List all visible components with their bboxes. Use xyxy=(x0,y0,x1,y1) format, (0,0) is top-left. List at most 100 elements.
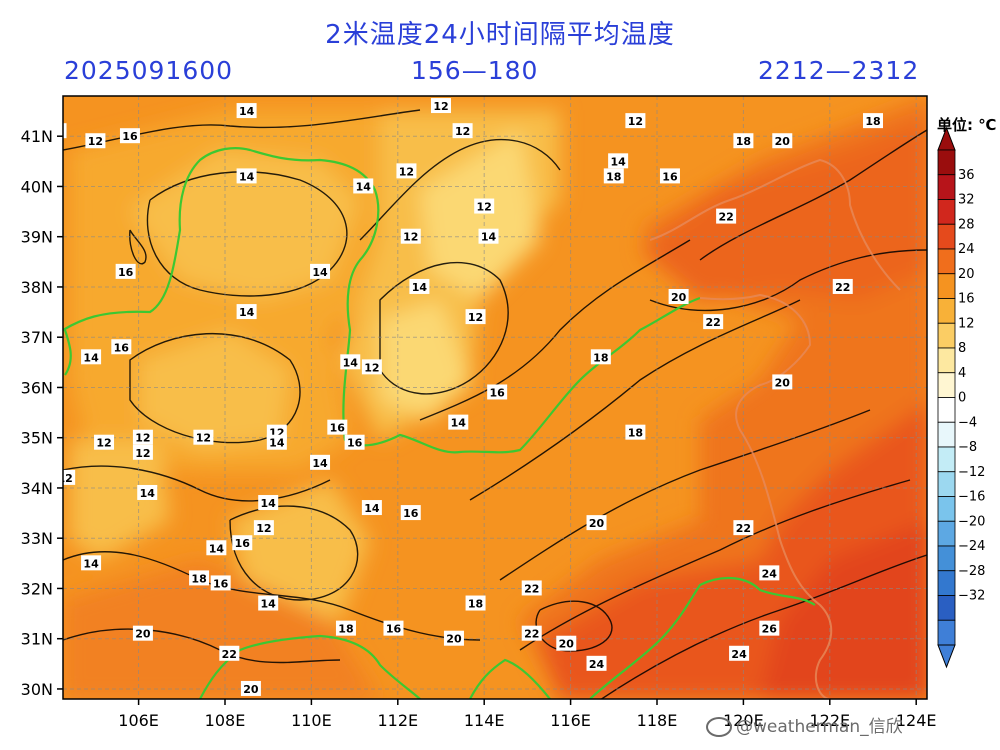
contour-label: 14 xyxy=(239,105,255,118)
lon-tick-label: 112E xyxy=(377,711,418,730)
contour-label-box xyxy=(521,580,542,596)
contour-label-box xyxy=(863,113,883,129)
contour-label: 12 xyxy=(468,311,483,324)
colorbar-label: 4 xyxy=(958,366,966,381)
contour-label: 20 xyxy=(775,376,791,389)
colorbar-bin xyxy=(937,347,956,374)
colorbar-bin xyxy=(937,298,956,324)
contour-label-box xyxy=(668,289,689,304)
contour-label: 16 xyxy=(114,341,130,354)
contour-label: 22 xyxy=(222,648,237,661)
contour-label-box xyxy=(132,429,153,445)
contour-label-box xyxy=(733,520,754,536)
colorbar-bin xyxy=(937,570,956,596)
colorbar-label: 32 xyxy=(958,193,975,208)
colorbar-unit-label: 单位: ℃ xyxy=(937,116,996,134)
contour-label: 12 xyxy=(96,437,111,450)
contour-label-box xyxy=(132,625,153,641)
contour-label: 18 xyxy=(628,427,643,440)
colorbar-bin xyxy=(937,545,956,572)
colorbar-label: 28 xyxy=(958,217,975,232)
contour-label-box xyxy=(474,198,495,214)
colorbar-label: 12 xyxy=(958,316,975,331)
contour-label: 14 xyxy=(269,437,285,450)
lat-tick-label: 32N xyxy=(21,579,53,598)
lat-tick-label: 34N xyxy=(21,479,53,498)
contour-label: 20 xyxy=(589,517,605,530)
contour-label-box xyxy=(590,349,611,365)
contour-label-box xyxy=(63,469,76,485)
colorbar-bin xyxy=(937,471,956,497)
colorbar-label: 0 xyxy=(958,391,966,406)
contour-label-box xyxy=(137,484,158,500)
contour-label: 12 xyxy=(135,432,150,445)
contour-label: 14 xyxy=(140,487,156,500)
contour-label: 14 xyxy=(312,457,328,470)
colorbar-label: 36 xyxy=(958,168,975,183)
contour-label: 12 xyxy=(399,165,414,178)
contour-label: 14 xyxy=(239,306,255,319)
contour-label: 12 xyxy=(196,432,211,445)
lat-tick-label: 41N xyxy=(21,127,53,146)
contour-label-box xyxy=(729,645,750,661)
contour-label: 12 xyxy=(628,115,643,128)
colorbar-bin xyxy=(937,619,956,646)
contour-label: 14 xyxy=(239,170,255,183)
contour-label: 12 xyxy=(58,472,73,485)
valid-range-label: 2212—2312 xyxy=(758,56,920,85)
contour-label-box xyxy=(521,625,542,641)
contour-label: 20 xyxy=(775,135,791,148)
contour-label-box xyxy=(361,359,382,375)
contour-label: 16 xyxy=(403,507,419,520)
contour-label: 26 xyxy=(762,623,778,636)
contour-label-box xyxy=(772,374,793,390)
contour-label-box xyxy=(85,133,106,149)
colorbar-label: −24 xyxy=(958,539,985,554)
watermark: @weatherman_信欣 xyxy=(706,712,903,737)
colorbar-label: −32 xyxy=(958,589,985,604)
contour-label: 20 xyxy=(671,291,687,304)
contour-label: 14 xyxy=(261,497,277,510)
contour-label: 16 xyxy=(122,130,138,143)
contour-label: 22 xyxy=(524,582,539,595)
colorbar-bin xyxy=(937,322,956,349)
lat-tick-label: 30N xyxy=(21,680,53,699)
contour-label-box xyxy=(361,500,382,516)
lon-tick-label: 124E xyxy=(896,711,937,730)
contour-label-box xyxy=(759,620,780,636)
contour-label-box xyxy=(772,133,793,149)
contour-label-box xyxy=(703,314,724,330)
contour-label-box xyxy=(327,419,348,435)
lon-tick-label: 114E xyxy=(464,711,505,730)
contour-label-box xyxy=(465,309,486,325)
contour-label-box xyxy=(556,635,577,651)
lon-tick-label: 120E xyxy=(723,711,764,730)
contour-label: 12 xyxy=(433,100,448,113)
map-gridlines xyxy=(63,96,927,699)
contour-label-box xyxy=(448,414,469,430)
contour-label: 18 xyxy=(191,572,206,585)
contour-label: 14 xyxy=(343,356,359,369)
colorbar-label: −12 xyxy=(958,465,985,480)
colorbar-bin xyxy=(937,372,956,398)
lat-axis: 41N 40N 39N 38N 37N 36N 35N 34N 33N 32N 31N 30N xyxy=(21,127,63,699)
contour-label-box xyxy=(832,278,853,294)
contour-label-box xyxy=(310,454,331,470)
chart-title: 2米温度24小时间隔平均温度 xyxy=(325,20,675,50)
colorbar-bin xyxy=(937,446,956,473)
colorbar-bin xyxy=(937,520,956,547)
lat-tick-label: 33N xyxy=(21,529,53,548)
contour-label: 12 xyxy=(455,125,470,138)
contour-label: 12 xyxy=(403,231,418,244)
contour-label: 14 xyxy=(356,180,372,193)
lat-tick-label: 31N xyxy=(21,630,53,649)
colorbar-bin xyxy=(937,149,956,176)
contour-label: 12 xyxy=(135,447,150,460)
lat-tick-label: 39N xyxy=(21,228,53,247)
contour-labels: 16 14 12 16 12 12 12 18 18 20 14 18 16 14 14 12 12 22 12 14… xyxy=(58,98,883,696)
contour-label-box xyxy=(81,555,102,571)
contour-label-box xyxy=(487,384,508,400)
watermark-text: @weatherman_信欣 xyxy=(736,717,903,737)
contour-label: 18 xyxy=(606,170,621,183)
contour-label-box xyxy=(236,168,257,184)
